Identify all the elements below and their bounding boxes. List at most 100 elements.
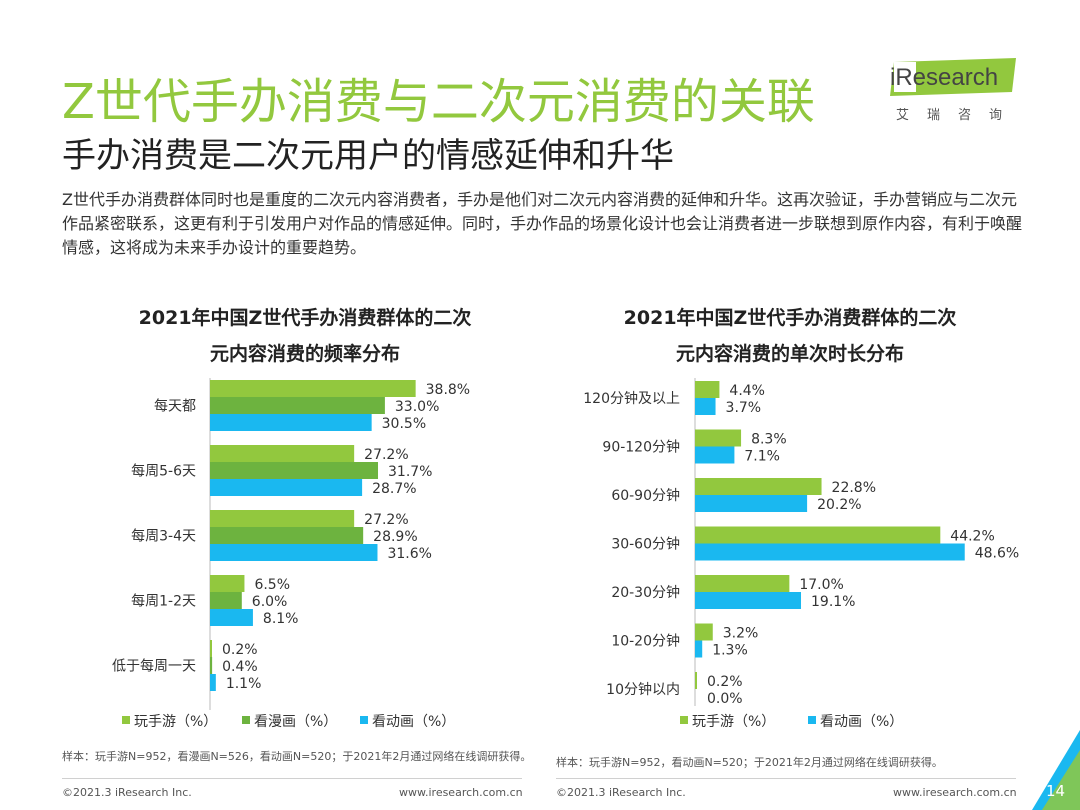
chart1-bar [210, 674, 216, 691]
chart2-legend-swatch [808, 716, 816, 724]
chart2-data-label: 1.3% [712, 643, 748, 659]
logo-cn-text: 艾瑞咨询 [896, 108, 1021, 123]
chart2-data-label: 44.2% [950, 529, 994, 545]
chart2-bar [695, 526, 941, 544]
footer-divider-left [62, 778, 522, 779]
chart2-data-label: 22.8% [832, 480, 876, 496]
chart1-legend-label: 玩手游（%） [134, 714, 217, 730]
page-subtitle: 手办消费是二次元用户的情感延伸和升华 [62, 136, 674, 176]
chart1-bar [210, 544, 378, 561]
chart1-bar [210, 640, 212, 657]
chart2-title-line1: 2021年中国Z世代手办消费群体的二次 [623, 307, 957, 329]
chart1-bar [210, 592, 242, 609]
chart1-data-label: 6.5% [254, 577, 290, 593]
chart2-bar [695, 398, 716, 415]
chart1-title-line2: 元内容消费的频率分布 [209, 343, 400, 365]
intro-paragraph: Z世代手办消费群体同时也是重度的二次元内容消费者，手办是他们对二次元内容消费的延… [62, 190, 1023, 257]
chart1-title-line1: 2021年中国Z世代手办消费群体的二次 [138, 307, 472, 329]
iresearch-logo: iResearch 艾瑞咨询 [888, 58, 1028, 126]
chart2-category-label: 10-20分钟 [611, 633, 680, 650]
footer-url-left[interactable]: www.iresearch.com.cn [399, 786, 523, 799]
chart2-category-label: 30-60分钟 [611, 536, 680, 553]
chart1-category-label: 每周1-2天 [131, 594, 196, 610]
footer-url-right[interactable]: www.iresearch.com.cn [893, 786, 1017, 799]
chart2-data-label: 4.4% [729, 383, 765, 399]
chart1-data-label: 27.2% [364, 512, 408, 528]
chart1-data-label: 30.5% [382, 416, 426, 432]
chart2-data-label: 8.3% [751, 432, 787, 448]
chart2-category-label: 90-120分钟 [602, 439, 680, 456]
chart2-bar [695, 495, 808, 512]
chart2-legend-label: 看动画（%） [820, 714, 903, 730]
chart1-bar [210, 575, 245, 592]
chart2-data-label: 17.0% [799, 577, 843, 593]
chart2-data-label: 0.2% [707, 674, 743, 690]
chart1-data-label: 27.2% [364, 447, 408, 463]
chart1-data-label: 33.0% [395, 399, 439, 415]
chart1-data-label: 31.6% [387, 546, 431, 562]
chart2-legend-label: 玩手游（%） [692, 714, 775, 730]
chart1-bar [210, 657, 213, 674]
page-number: 14 [1046, 782, 1066, 800]
chart1-legend-label: 看动画（%） [372, 714, 455, 730]
logo-text: iResearch [890, 64, 999, 91]
chart2-data-label: 7.1% [744, 449, 780, 465]
chart1-legend-label: 看漫画（%） [254, 714, 337, 730]
chart2-bar [695, 575, 790, 592]
chart2-data-label: 3.7% [726, 400, 762, 416]
chart1-category-label: 每天都 [154, 399, 196, 415]
chart1-legend-swatch [122, 716, 130, 724]
chart1-bar [210, 527, 364, 544]
chart2-data-label: 19.1% [811, 594, 855, 610]
chart2-bar [695, 640, 703, 658]
chart2-category-label: 20-30分钟 [611, 584, 680, 601]
chart1-data-label: 1.1% [226, 676, 262, 692]
chart2-category-label: 60-90分钟 [611, 487, 680, 504]
chart2-bar [695, 429, 742, 447]
chart1-bar [210, 462, 379, 479]
chart1-data-label: 28.9% [373, 529, 417, 545]
chart1-bar [210, 380, 416, 397]
chart1-note: 样本：玩手游N=952，看漫画N=526，看动画N=520；于2021年2月通过… [62, 750, 532, 763]
logo-badge-icon [890, 58, 1016, 96]
chart1-data-label: 38.8% [426, 382, 470, 398]
chart2-data-label: 3.2% [723, 626, 759, 642]
chart2-legend-swatch [680, 716, 688, 724]
chart1-bar [210, 397, 385, 414]
chart2-data-label: 48.6% [975, 546, 1019, 562]
chart1-bar [210, 445, 355, 462]
chart2-bar [695, 623, 713, 641]
chart2-title: 2021年中国Z世代手办消费群体的二次 元内容消费的单次时长分布 [590, 300, 990, 372]
page-corner-icon [1032, 730, 1080, 810]
chart2-category-label: 10分钟以内 [606, 681, 680, 698]
footer-copyright-left: ©2021.3 iResearch Inc. [62, 786, 192, 799]
chart2-bar [695, 478, 822, 495]
chart1-bar [210, 510, 355, 527]
chart2-category-label: 120分钟及以上 [583, 390, 680, 407]
chart1-data-label: 6.0% [252, 594, 288, 610]
chart1-bar [210, 479, 363, 496]
chart2-note: 样本：玩手游N=952，看动画N=520；于2021年2月通过网络在线调研获得。 [556, 756, 943, 769]
chart2-title-line2: 元内容消费的单次时长分布 [675, 343, 904, 365]
chart1-title: 2021年中国Z世代手办消费群体的二次 元内容消费的频率分布 [100, 300, 510, 372]
chart2-data-label: 20.2% [817, 497, 861, 513]
chart2-bar [695, 592, 802, 609]
chart1-legend-swatch [242, 716, 250, 724]
chart1-category-label: 低于每周一天 [112, 659, 196, 675]
chart1-data-label: 31.7% [388, 464, 432, 480]
chart1-data-label: 28.7% [372, 481, 416, 497]
chart2-data-label: 0.0% [707, 691, 743, 707]
chart1-data-label: 8.1% [263, 611, 299, 627]
footer-divider-right [556, 778, 1016, 779]
chart1-bar [210, 414, 372, 431]
chart1-legend-swatch [360, 716, 368, 724]
chart2-bar [695, 446, 735, 464]
chart2-bar [695, 672, 697, 689]
chart1-data-label: 0.4% [222, 659, 258, 675]
chart2-bar [695, 543, 965, 561]
chart1-category-label: 每周5-6天 [131, 464, 196, 480]
chart1-category-label: 每周3-4天 [131, 529, 196, 545]
chart1-bar [210, 609, 253, 626]
chart1-data-label: 0.2% [222, 642, 258, 658]
